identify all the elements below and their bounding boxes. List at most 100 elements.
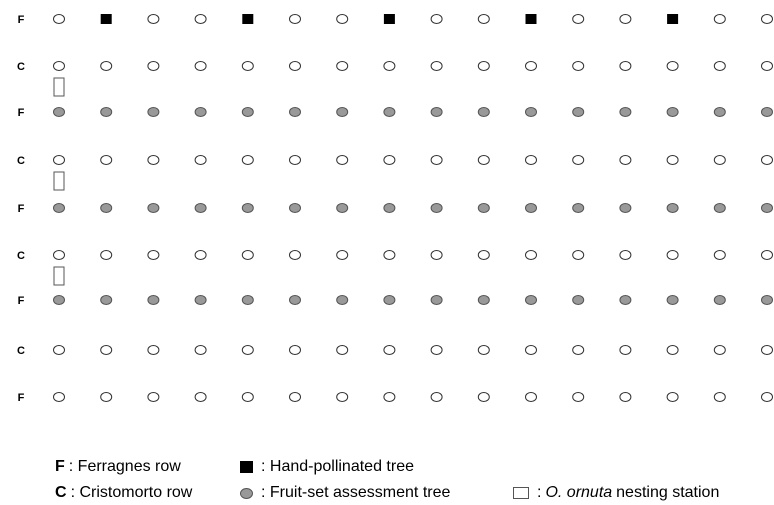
tree xyxy=(241,250,254,260)
tree xyxy=(100,392,113,402)
tree xyxy=(477,14,490,24)
tree xyxy=(53,61,65,71)
row-label-3: C xyxy=(17,155,25,167)
fruit-set-tree xyxy=(147,203,160,213)
tree xyxy=(383,61,396,71)
tree xyxy=(194,250,207,260)
tree xyxy=(336,345,349,355)
fruit-set-tree xyxy=(383,107,396,117)
tree xyxy=(525,155,537,165)
tree xyxy=(336,250,349,260)
tree xyxy=(289,345,301,355)
fruit-set-tree xyxy=(100,107,113,117)
fruit-set-tree xyxy=(430,295,443,305)
tree xyxy=(619,392,632,402)
tree xyxy=(100,250,113,260)
fruit-set-tree xyxy=(666,107,679,117)
fruit-set-tree xyxy=(336,295,349,305)
tree xyxy=(194,155,207,165)
tree xyxy=(430,250,443,260)
tree xyxy=(525,250,537,260)
fruit-set-tree xyxy=(619,295,632,305)
fruit-set-tree xyxy=(477,203,490,213)
tree xyxy=(289,155,301,165)
fruit-set-tree xyxy=(572,203,585,213)
tree xyxy=(666,392,679,402)
tree xyxy=(761,155,773,165)
row-label-2: F xyxy=(18,107,25,119)
fruit-set-tree xyxy=(194,203,207,213)
tree xyxy=(53,250,65,260)
tree xyxy=(100,345,113,355)
tree xyxy=(619,155,632,165)
tree xyxy=(713,14,726,24)
fruit-set-tree xyxy=(241,107,254,117)
row-label-7: C xyxy=(17,345,25,357)
fruit-set-tree xyxy=(619,107,632,117)
fruit-set-tree xyxy=(713,107,726,117)
tree xyxy=(336,392,349,402)
row-label-8: F xyxy=(18,392,25,404)
tree xyxy=(666,155,679,165)
tree xyxy=(241,155,254,165)
tree xyxy=(761,345,773,355)
row-label-0: F xyxy=(18,14,25,26)
tree xyxy=(619,250,632,260)
tree xyxy=(336,14,349,24)
fruit-set-tree xyxy=(572,107,585,117)
fruit-set-tree xyxy=(572,295,585,305)
fruit-set-tree xyxy=(289,203,301,213)
tree xyxy=(383,250,396,260)
tree xyxy=(194,61,207,71)
fruit-set-tree xyxy=(194,295,207,305)
fruit-set-tree xyxy=(194,107,207,117)
tree xyxy=(336,155,349,165)
fruit-set-tree xyxy=(289,295,301,305)
fruit-set-tree xyxy=(525,295,537,305)
fruit-set-tree xyxy=(53,295,65,305)
tree xyxy=(430,345,443,355)
tree xyxy=(525,392,537,402)
tree xyxy=(241,345,254,355)
tree xyxy=(477,345,490,355)
fruit-set-tree xyxy=(53,107,65,117)
fruit-set-tree xyxy=(430,107,443,117)
tree xyxy=(289,392,301,402)
tree xyxy=(430,392,443,402)
tree xyxy=(241,392,254,402)
tree xyxy=(572,345,585,355)
tree xyxy=(713,250,726,260)
fruit-set-tree xyxy=(147,295,160,305)
fruit-set-tree xyxy=(761,107,773,117)
fruit-set-tree xyxy=(241,295,254,305)
tree xyxy=(619,61,632,71)
tree xyxy=(572,155,585,165)
hand-pollinated-tree xyxy=(525,14,537,24)
tree xyxy=(100,61,113,71)
tree xyxy=(761,61,773,71)
tree xyxy=(53,155,65,165)
tree xyxy=(572,14,585,24)
fruit-set-tree xyxy=(383,203,396,213)
tree xyxy=(430,61,443,71)
tree xyxy=(289,250,301,260)
fruit-set-tree xyxy=(241,203,254,213)
fruit-set-tree xyxy=(525,107,537,117)
fruit-set-tree xyxy=(289,107,301,117)
tree xyxy=(241,61,254,71)
tree xyxy=(383,345,396,355)
row-label-6: F xyxy=(18,295,25,307)
tree xyxy=(194,14,207,24)
fruit-set-tree xyxy=(53,203,65,213)
tree xyxy=(572,250,585,260)
tree xyxy=(336,61,349,71)
tree xyxy=(713,345,726,355)
tree xyxy=(383,392,396,402)
tree xyxy=(147,345,160,355)
tree xyxy=(713,155,726,165)
tree xyxy=(666,250,679,260)
nesting-station xyxy=(53,171,65,191)
fruit-set-tree xyxy=(713,203,726,213)
hand-pollinated-tree xyxy=(100,14,112,24)
